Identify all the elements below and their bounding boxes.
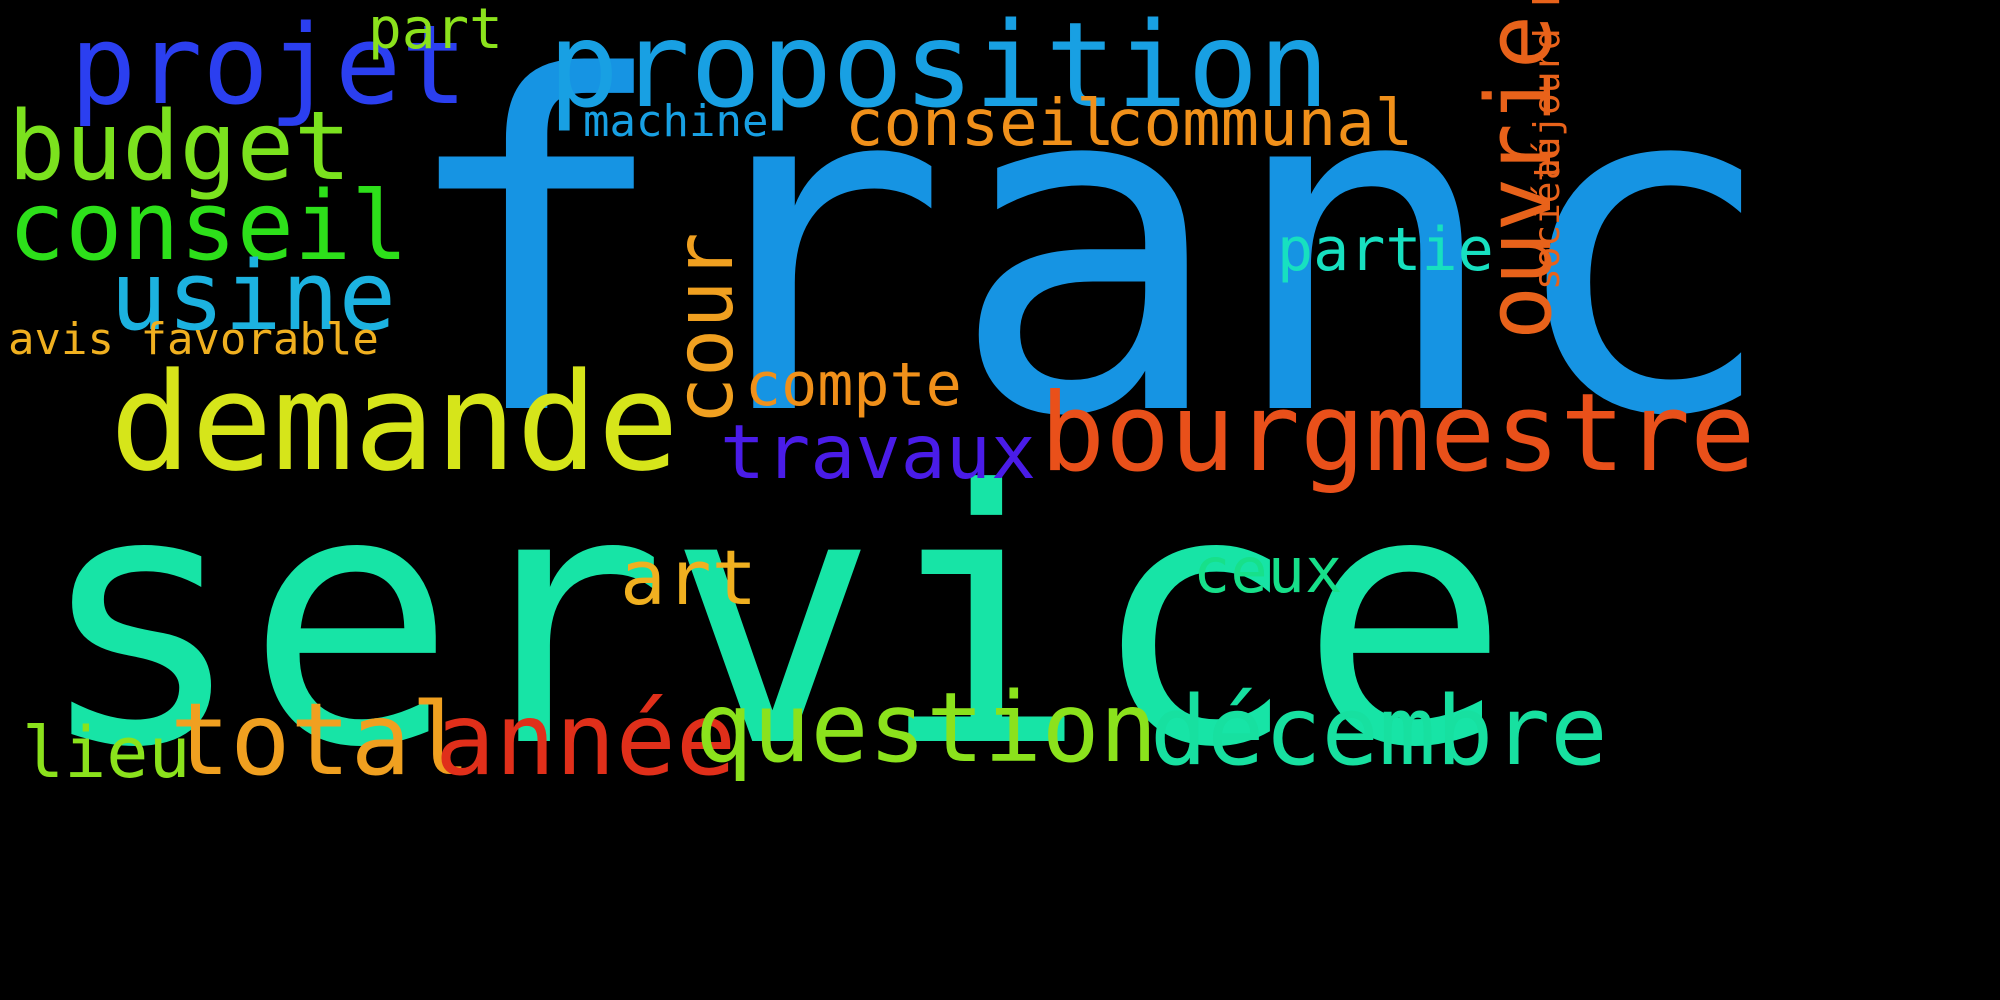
word-total: total xyxy=(170,681,472,798)
word-compte: compte xyxy=(745,350,962,420)
word-usine: usine xyxy=(110,242,396,352)
word-partie: partie xyxy=(1277,215,1494,285)
word-franc: franc xyxy=(395,0,1780,517)
word-machine: machine xyxy=(583,96,769,147)
word-decembre: décembre xyxy=(1150,677,1608,787)
word-lieu: lieu xyxy=(22,712,191,794)
word-bourgmestre: bourgmestre xyxy=(1040,371,1756,496)
word-service: service xyxy=(35,416,1511,824)
word-proposition: proposition xyxy=(548,0,1330,134)
word-conseil-2: conseil xyxy=(845,87,1115,161)
word-annee: année xyxy=(435,681,737,798)
word-demande: demande xyxy=(110,344,679,501)
word-communal: communal xyxy=(1105,87,1414,161)
word-ceux: ceux xyxy=(1193,534,1343,607)
word-budget: budget xyxy=(8,92,352,202)
word-aujourd-hui: aujourd hui xyxy=(1527,0,1568,180)
word-travaux: travaux xyxy=(720,408,1037,496)
word-question: question xyxy=(695,672,1158,784)
word-conseil: conseil xyxy=(8,172,409,282)
word-part: part xyxy=(368,0,503,62)
word-art: art xyxy=(620,533,758,622)
word-projet: projet xyxy=(70,1,468,129)
word-cour: cour xyxy=(658,232,751,425)
word-avis-favorable: avis favorable xyxy=(8,314,379,365)
